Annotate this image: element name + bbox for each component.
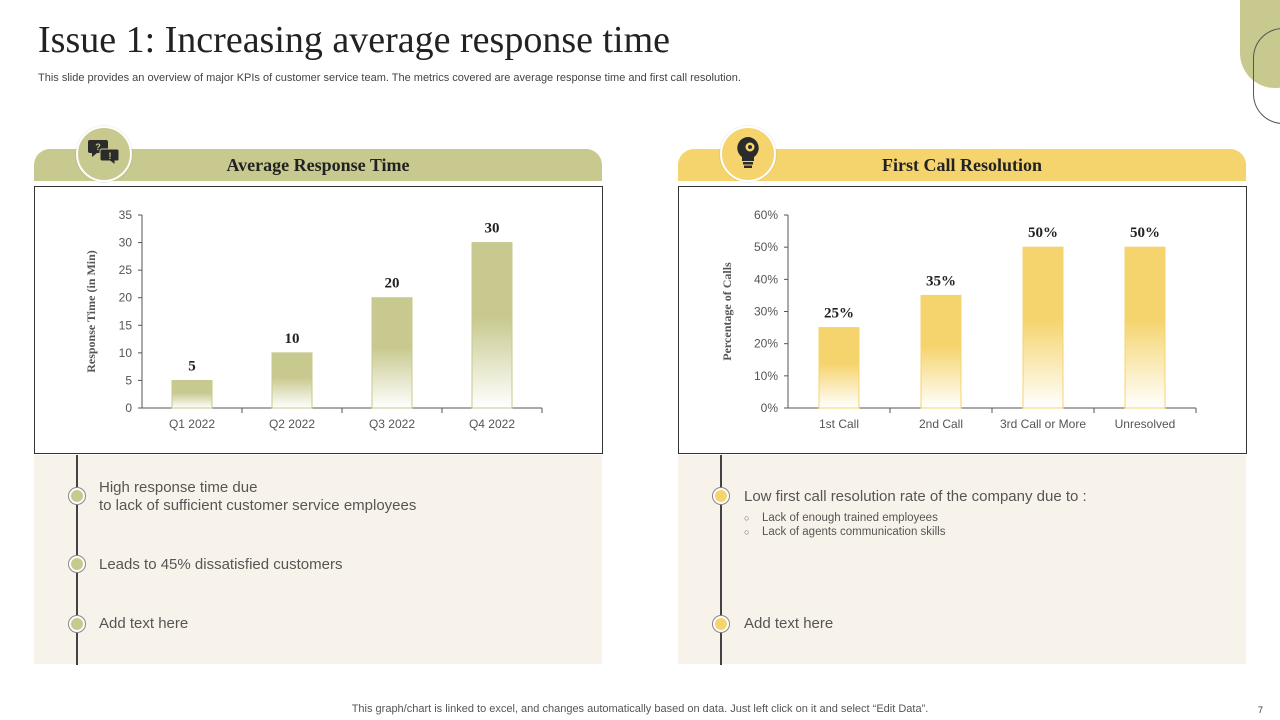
y-tick-label: 5 bbox=[125, 373, 132, 387]
right-panel-title: First Call Resolution bbox=[882, 154, 1042, 175]
x-tick-label: 3rd Call or More bbox=[1000, 417, 1086, 431]
x-tick-label: Q3 2022 bbox=[369, 417, 415, 431]
first-call-resolution-chart[interactable]: 0% 10% 20% 30% 40% 50% 60% Percentage of Calls 1… bbox=[678, 186, 1247, 454]
circle-bullet-icon: ○ bbox=[744, 527, 750, 537]
page-number: 7 bbox=[1258, 705, 1264, 715]
x-tick-label: Q1 2022 bbox=[169, 417, 215, 431]
bar bbox=[1022, 246, 1064, 409]
right-bullet-dot-2 bbox=[713, 616, 729, 632]
corner-decoration-outline bbox=[1253, 28, 1280, 124]
left-panel-title: Average Response Time bbox=[226, 154, 410, 175]
response-time-chart[interactable]: 0 5 10 15 20 25 30 35 Response Time (in Min) Q1 2… bbox=[34, 186, 603, 454]
left-info-panel bbox=[34, 455, 602, 664]
y-tick-label: 10% bbox=[754, 369, 778, 383]
footnote: This graph/chart is linked to excel, and… bbox=[351, 703, 929, 715]
y-tick-label: 25 bbox=[119, 263, 133, 277]
x-tick-label: Q4 2022 bbox=[469, 417, 515, 431]
left-icon-circle: ? ! bbox=[76, 126, 132, 182]
y-tick-label: 35 bbox=[119, 208, 133, 222]
y-tick-label: 50% bbox=[754, 240, 778, 254]
left-bullet-text-3: Add text here bbox=[99, 615, 189, 632]
bar bbox=[920, 294, 962, 409]
data-label: 50% bbox=[1028, 225, 1058, 241]
left-bullet-text-1: High response time due to lack of suffic… bbox=[99, 479, 417, 514]
right-icon-circle bbox=[720, 126, 776, 182]
bar bbox=[471, 242, 513, 409]
right-sub-item-text-1: Lack of enough trained employees bbox=[762, 512, 938, 524]
bar bbox=[818, 327, 860, 409]
first-call-resolution-chart-svg: 0% 10% 20% 30% 40% 50% 60% Percentage of Calls 1… bbox=[720, 208, 1197, 431]
y-tick-label: 10 bbox=[119, 346, 133, 360]
x-tick-label: 1st Call bbox=[819, 417, 859, 431]
data-label: 50% bbox=[1130, 225, 1160, 241]
left-bullet-dot-3 bbox=[69, 616, 85, 632]
bar bbox=[1124, 246, 1166, 409]
bar bbox=[171, 379, 213, 409]
x-tick-label: Unresolved bbox=[1115, 417, 1176, 431]
right-bullet-dot-1 bbox=[713, 488, 729, 504]
y-tick-label: 20% bbox=[754, 337, 778, 351]
y-tick-label: 40% bbox=[754, 272, 778, 286]
circle-bullet-icon: ○ bbox=[744, 513, 750, 523]
x-tick-label: 2nd Call bbox=[919, 417, 963, 431]
data-label: 25% bbox=[824, 306, 854, 322]
y-tick-label: 30 bbox=[119, 236, 133, 250]
y-tick-label: 20 bbox=[119, 291, 133, 305]
speech-bubbles-icon: ? ! bbox=[87, 137, 121, 172]
data-label: 20 bbox=[385, 276, 400, 292]
data-label: 10 bbox=[285, 331, 300, 347]
svg-text:!: ! bbox=[109, 151, 112, 161]
data-label: 30 bbox=[485, 221, 500, 237]
bar bbox=[371, 297, 413, 409]
right-sub-item-2: ○ Lack of agents communication skills bbox=[744, 526, 945, 538]
bar bbox=[271, 352, 313, 409]
right-bullet-text-2: Add text here bbox=[744, 615, 834, 632]
data-label: 35% bbox=[926, 273, 956, 289]
left-bullet-text-2: Leads to 45% dissatisfied customers bbox=[99, 556, 343, 573]
x-tick-label: Q2 2022 bbox=[269, 417, 315, 431]
left-bullet-dot-1 bbox=[69, 488, 85, 504]
slide-subtitle: This slide provides an overview of major… bbox=[38, 72, 741, 84]
lightbulb-gear-icon bbox=[733, 135, 763, 174]
right-sub-item-1: ○ Lack of enough trained employees bbox=[744, 512, 938, 524]
right-info-panel bbox=[678, 455, 1246, 664]
right-sub-item-text-2: Lack of agents communication skills bbox=[762, 526, 946, 538]
left-bullet-dot-2 bbox=[69, 556, 85, 572]
y-tick-label: 15 bbox=[119, 318, 133, 332]
slide-title: Issue 1: Increasing average response tim… bbox=[38, 19, 671, 61]
y-tick-label: 60% bbox=[754, 208, 778, 222]
y-axis-title: Response Time (in Min) bbox=[84, 250, 98, 373]
y-tick-label: 30% bbox=[754, 305, 778, 319]
right-timeline-line bbox=[720, 455, 722, 665]
right-bullet-text-1: Low first call resolution rate of the co… bbox=[744, 488, 1087, 505]
y-tick-label: 0 bbox=[125, 401, 132, 415]
y-axis-title: Percentage of Calls bbox=[720, 262, 734, 361]
svg-text:?: ? bbox=[95, 142, 101, 152]
y-tick-label: 0% bbox=[761, 401, 779, 415]
data-label: 5 bbox=[188, 358, 196, 374]
response-time-chart-svg: 0 5 10 15 20 25 30 35 Response Time (in Min) Q1 2… bbox=[84, 208, 543, 431]
